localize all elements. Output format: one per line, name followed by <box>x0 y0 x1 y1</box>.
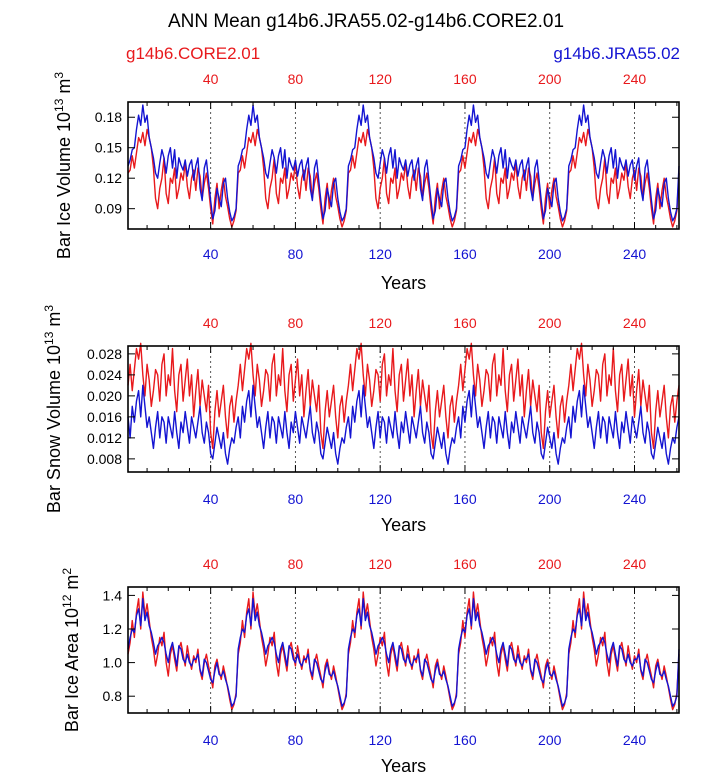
y-axis-label-part: 3 <box>42 305 56 312</box>
y-axis-label-part: 13 <box>52 98 66 112</box>
y-tick-label: 0.12 <box>95 170 122 186</box>
x-tick-label-top: 40 <box>203 556 219 572</box>
y-tick-label: 0.020 <box>87 388 122 404</box>
x-tick-label-top: 80 <box>288 556 304 572</box>
x-tick-label-top: 160 <box>453 315 477 331</box>
y-axis-label: Bar Ice Area 1012 m2 <box>60 568 82 732</box>
x-tick-label-bottom: 200 <box>538 246 562 262</box>
x-tick-label-bottom: 80 <box>288 491 304 507</box>
x-tick-label-bottom: 120 <box>369 491 393 507</box>
plot-frame <box>127 586 680 714</box>
x-tick-label-bottom: 200 <box>538 491 562 507</box>
plot-frame <box>127 101 680 230</box>
x-tick-label-bottom: 80 <box>288 246 304 262</box>
series-line-jra55 <box>127 104 680 222</box>
x-tick-label-top: 120 <box>369 556 393 572</box>
y-tick-label: 0.028 <box>87 346 122 362</box>
plot-frame <box>127 345 680 473</box>
x-tick-label-bottom: 120 <box>369 732 393 748</box>
y-axis-label-part: m <box>54 79 74 99</box>
y-tick-label: 1.2 <box>103 621 123 637</box>
y-axis-label-part: 2 <box>60 568 74 575</box>
panels: 0.09 0.12 0.15 0.18 40 40 80 80 120 120 160 160 200 2… <box>42 71 680 775</box>
y-tick-label: 0.18 <box>95 109 122 125</box>
x-tick-label-bottom: 80 <box>288 732 304 748</box>
y-axis-label-part: Bar Ice Area 10 <box>62 608 82 732</box>
x-tick-label-bottom: 200 <box>538 732 562 748</box>
x-tick-label-bottom: 240 <box>623 732 647 748</box>
legend-jra55-label: g14b6.JRA55.02 <box>553 44 680 63</box>
x-tick-label-top: 120 <box>369 315 393 331</box>
y-tick-label: 0.8 <box>103 688 123 704</box>
panel-3: 0.8 1.0 1.2 1.4 40 40 80 80 120 120 160 160 200 200 24… <box>60 556 680 775</box>
x-tick-label-top: 200 <box>538 315 562 331</box>
x-tick-label-top: 200 <box>538 556 562 572</box>
panel-2: 0.008 0.012 0.016 0.020 0.024 0.028 40 40 80 80 12… <box>42 305 680 535</box>
x-tick-label-bottom: 120 <box>369 246 393 262</box>
y-axis-label: Bar Snow Volume 1013 m3 <box>42 305 64 513</box>
x-tick-label-top: 80 <box>288 71 304 87</box>
y-tick-label: 0.09 <box>95 201 122 217</box>
series-line-jra55 <box>127 384 680 465</box>
x-axis-label: Years <box>381 756 426 775</box>
y-axis-label-part: 3 <box>52 72 66 79</box>
x-axis-label: Years <box>381 273 426 293</box>
y-axis-label-part: 13 <box>42 331 56 345</box>
x-tick-label-bottom: 40 <box>203 246 219 262</box>
x-tick-label-top: 240 <box>623 556 647 572</box>
y-tick-label: 0.012 <box>87 430 122 446</box>
x-tick-label-top: 80 <box>288 315 304 331</box>
y-tick-label: 0.024 <box>87 367 122 383</box>
y-axis-label-part: m <box>62 575 82 595</box>
x-tick-label-top: 160 <box>453 71 477 87</box>
y-axis-label-part: m <box>44 312 64 332</box>
y-axis-label-part: 12 <box>60 594 74 608</box>
x-tick-label-bottom: 40 <box>203 732 219 748</box>
series-line-jra55 <box>127 598 680 707</box>
y-tick-label: 0.008 <box>87 451 122 467</box>
y-tick-label: 0.016 <box>87 409 122 425</box>
series-line-core2 <box>127 342 680 450</box>
x-tick-label-top: 40 <box>203 315 219 331</box>
y-axis-label: Bar Ice Volume 1013 m3 <box>52 72 74 259</box>
x-tick-label-top: 160 <box>453 556 477 572</box>
figure-title: ANN Mean g14b6.JRA55.02-g14b6.CORE2.01 <box>168 11 564 32</box>
y-axis-label-part: Bar Snow Volume 10 <box>44 345 64 513</box>
y-tick-label: 1.0 <box>103 655 123 671</box>
x-tick-label-bottom: 40 <box>203 491 219 507</box>
x-tick-label-bottom: 240 <box>623 246 647 262</box>
legend-core2-label: g14b6.CORE2.01 <box>126 44 260 63</box>
x-tick-label-top: 240 <box>623 71 647 87</box>
x-axis-label: Years <box>381 515 426 535</box>
x-tick-label-top: 240 <box>623 315 647 331</box>
x-tick-label-bottom: 240 <box>623 491 647 507</box>
x-tick-label-bottom: 160 <box>453 732 477 748</box>
x-tick-label-bottom: 160 <box>453 491 477 507</box>
y-tick-label: 1.4 <box>103 587 123 603</box>
series-line-core2 <box>127 591 680 711</box>
x-tick-label-top: 120 <box>369 71 393 87</box>
y-axis-label-part: Bar Ice Volume 10 <box>54 112 74 259</box>
y-tick-label: 0.15 <box>95 140 122 156</box>
x-tick-label-top: 40 <box>203 71 219 87</box>
panel-1: 0.09 0.12 0.15 0.18 40 40 80 80 120 120 160 160 200 2… <box>52 71 680 293</box>
x-tick-label-top: 200 <box>538 71 562 87</box>
x-tick-label-bottom: 160 <box>453 246 477 262</box>
